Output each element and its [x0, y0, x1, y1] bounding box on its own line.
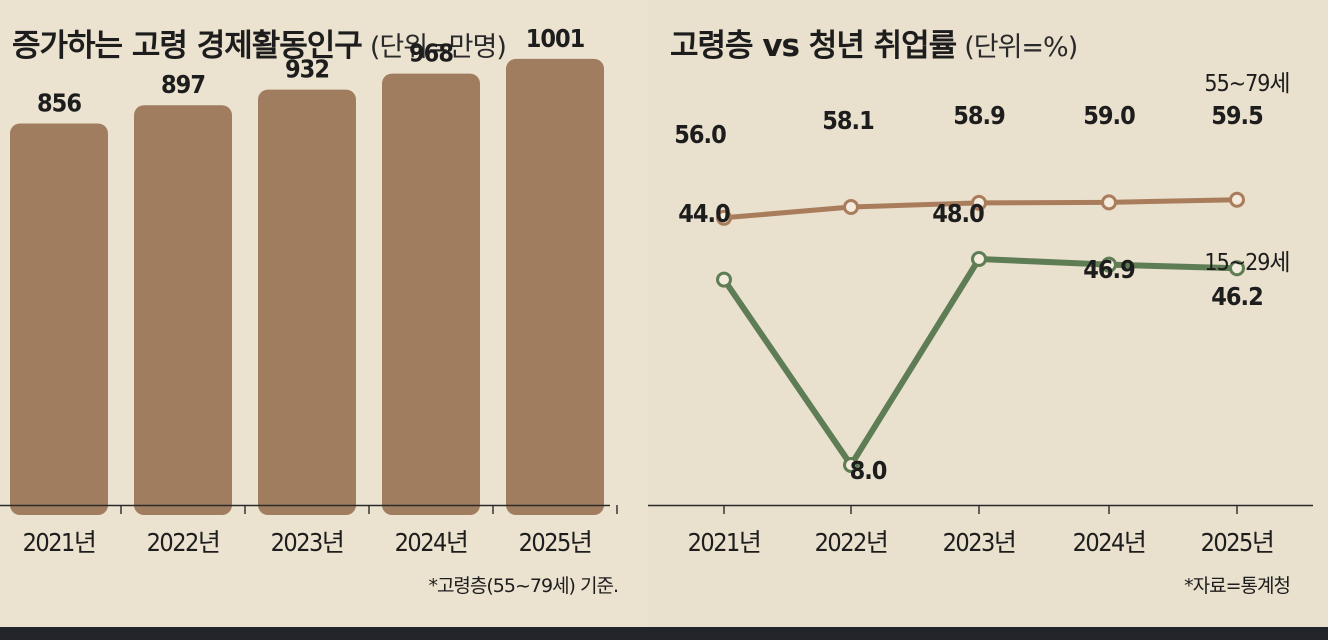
bottom-strip	[0, 627, 1328, 640]
youth-series-point	[971, 251, 987, 267]
line-chart-plot: 56.0 58.1 58.9 59.0 59.5 44.0 8.0 48.0 46.9 46.2 5…	[648, 71, 1313, 557]
x-tick-label: 2021년	[688, 528, 761, 557]
x-tick-label: 2022년	[815, 528, 888, 557]
older-series-point	[971, 194, 987, 211]
older-value-label: 59.0	[1083, 101, 1135, 130]
older-series-point	[1101, 194, 1117, 211]
bar-chart-panel: 증가하는 고령 경제활동인구 (단위=만명) 856 897 932 968 1001 20…	[0, 0, 648, 640]
line-chart-title: 고령층 vs 청년 취업률 (단위=%)	[670, 20, 1078, 65]
bar-value-label: 968	[409, 39, 453, 68]
older-series-point	[1229, 191, 1245, 208]
bar-value-label: 856	[37, 89, 81, 118]
bar	[258, 89, 356, 515]
youth-value-label: 46.2	[1211, 282, 1263, 311]
x-tick-label: 2021년	[23, 528, 96, 557]
x-tick-label: 2022년	[147, 528, 220, 557]
older-value-label: 58.9	[953, 101, 1005, 130]
bar-chart-title: 증가하는 고령 경제활동인구 (단위=만명)	[12, 20, 507, 65]
youth-value-label: 48.0	[932, 199, 984, 228]
older-value-label: 58.1	[822, 106, 874, 135]
x-tick-label: 2025년	[1201, 528, 1274, 557]
youth-series-point	[716, 271, 732, 288]
youth-value-label: 44.0	[678, 199, 730, 228]
bar	[382, 73, 480, 515]
line-chart-panel: 고령층 vs 청년 취업률 (단위=%) 56.0 58.1 58.9 59.0 59.5…	[648, 0, 1328, 640]
bar	[134, 105, 232, 515]
older-series-name: 55~79세	[1204, 71, 1289, 97]
x-tick-label: 2025년	[519, 528, 592, 557]
bar-value-label: 932	[285, 55, 329, 84]
youth-series-point	[843, 457, 859, 473]
youth-series-line	[721, 256, 1240, 468]
youth-series-name: 15~29세	[1204, 250, 1289, 276]
line-chart-title-text: 고령층 vs 청년 취업률	[670, 28, 957, 64]
older-value-label: 59.5	[1211, 101, 1263, 130]
older-series-point	[843, 198, 859, 215]
x-tick-label: 2023년	[271, 528, 344, 557]
line-chart-unit: (단위=%)	[964, 32, 1078, 63]
youth-series-point	[1101, 256, 1117, 273]
youth-value-label: 46.9	[1083, 255, 1135, 284]
bar-value-label: 897	[161, 70, 205, 99]
youth-value-label: 8.0	[850, 456, 887, 485]
x-tick-label: 2024년	[395, 528, 468, 557]
x-tick-label: 2023년	[943, 528, 1016, 557]
older-value-label: 56.0	[674, 120, 726, 149]
bar-chart-footnote: *고령층(55~79세) 기준.	[428, 575, 619, 597]
bar-chart-title-text: 증가하는 고령 경제활동인구	[12, 28, 363, 64]
bar	[10, 123, 108, 515]
x-tick-label: 2024년	[1073, 528, 1146, 557]
bar-chart-unit: (단위=만명)	[369, 32, 507, 63]
line-chart-footnote: *자료=통계청	[1184, 575, 1291, 597]
bar-chart-plot: 856 897 932 968 1001 2021년 2022년 2023년 2024년 2025…	[0, 24, 618, 557]
bar	[506, 58, 604, 515]
bar-value-label: 1001	[526, 24, 585, 53]
older-series-point	[716, 209, 732, 226]
youth-series-point	[1229, 260, 1245, 277]
